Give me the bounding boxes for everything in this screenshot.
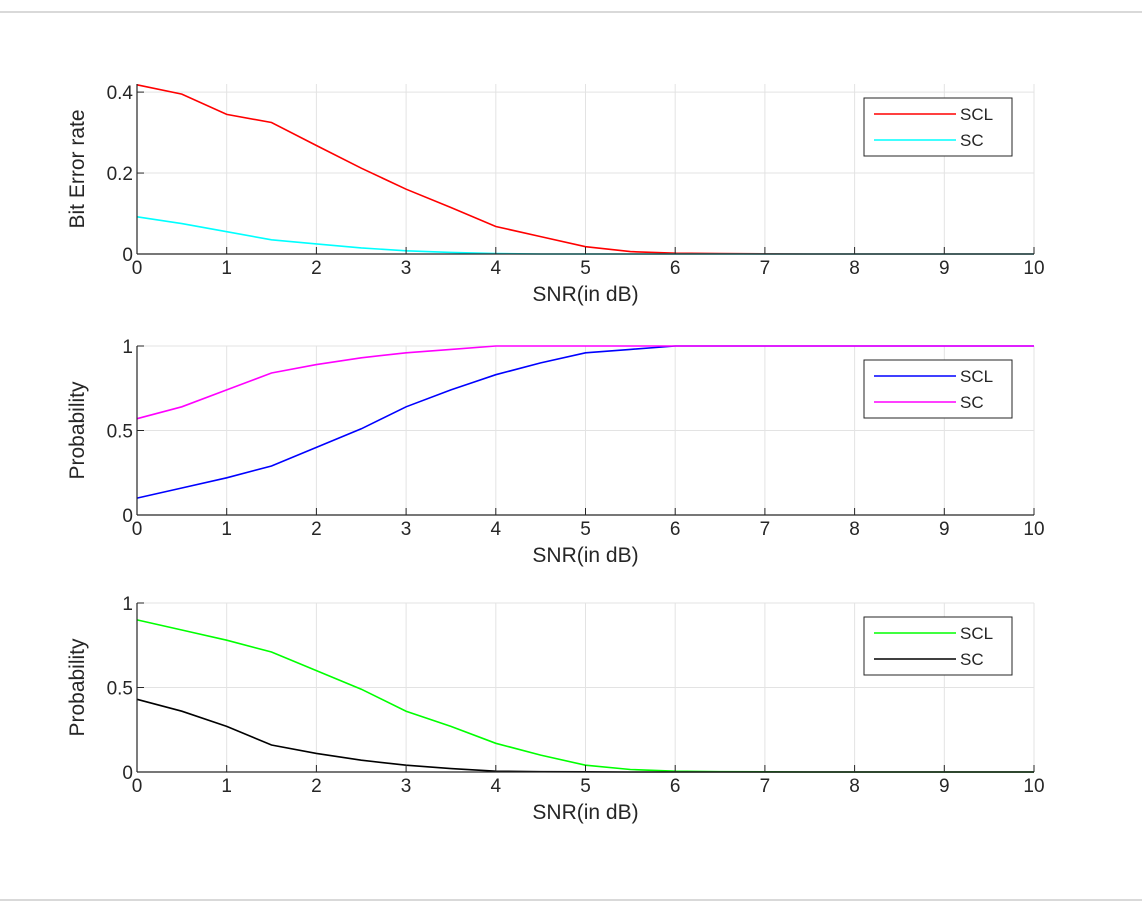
x-tick-label: 8 [849, 258, 860, 279]
x-tick-label: 0 [132, 258, 143, 279]
x-tick-label: 3 [401, 519, 412, 540]
x-tick-label: 3 [401, 258, 412, 279]
legend: SCL SC [863, 616, 1013, 676]
series-line-sc [136, 345, 1034, 420]
y-axis-label: Bit Error rate [66, 109, 89, 228]
x-tick-label: 4 [491, 776, 502, 797]
x-tick-label: 9 [939, 776, 950, 797]
y-tick-label: 0 [122, 245, 133, 266]
x-tick-label: 0 [132, 776, 143, 797]
x-tick-label: 9 [939, 519, 950, 540]
x-tick-label: 6 [670, 776, 681, 797]
x-tick-label: 10 [1023, 776, 1044, 797]
y-tick-label: 0.5 [107, 679, 133, 700]
x-tick-label: 3 [401, 776, 412, 797]
x-tick-label: 7 [760, 776, 771, 797]
x-tick-label: 10 [1023, 258, 1044, 279]
legend: SCL SC [863, 359, 1013, 419]
x-tick-label: 5 [580, 776, 591, 797]
x-tick-label: 5 [580, 258, 591, 279]
legend-box [863, 616, 1013, 676]
y-tick-label: 0 [122, 763, 133, 784]
legend-label-scl: SCL [960, 624, 993, 643]
x-tick-label: 0 [132, 519, 143, 540]
x-tick-label: 2 [311, 258, 322, 279]
x-tick-label: 2 [311, 776, 322, 797]
legend-label-scl: SCL [960, 367, 993, 386]
legend-box [863, 97, 1013, 157]
legend-label-scl: SCL [960, 105, 993, 124]
chart-3: 0 1 2 3 4 5 6 7 8 9 10 0 0.5 1 SNR(in dB) Probability SC… [66, 594, 1045, 824]
x-tick-label: 5 [580, 519, 591, 540]
x-tick-label: 4 [491, 519, 502, 540]
x-axis-label: SNR(in dB) [532, 544, 638, 567]
x-tick-label: 1 [221, 258, 232, 279]
x-axis-label: SNR(in dB) [532, 801, 638, 824]
x-tick-label: 8 [849, 776, 860, 797]
x-tick-label: 7 [760, 519, 771, 540]
legend-label-sc: SC [960, 131, 984, 150]
y-tick-label: 1 [122, 337, 133, 358]
legend-box [863, 359, 1013, 419]
y-tick-label: 0.4 [107, 83, 134, 104]
y-tick-label: 0.5 [107, 422, 133, 443]
x-tick-label: 8 [849, 519, 860, 540]
y-axis-label: Probability [66, 638, 89, 737]
legend-label-sc: SC [960, 650, 984, 669]
x-tick-label: 7 [760, 258, 771, 279]
y-axis-label: Probability [66, 381, 89, 480]
x-tick-label: 1 [221, 519, 232, 540]
chart-2: 0 1 2 3 4 5 6 7 8 9 10 0 0.5 1 SNR(in dB) Probability SC… [66, 337, 1045, 567]
legend: SCL SC [863, 97, 1013, 157]
y-tick-label: 0 [122, 506, 133, 527]
x-tick-label: 2 [311, 519, 322, 540]
x-axis-label: SNR(in dB) [532, 283, 638, 306]
legend-label-sc: SC [960, 393, 984, 412]
x-tick-label: 6 [670, 519, 681, 540]
y-tick-label: 1 [122, 594, 133, 615]
x-tick-label: 4 [491, 258, 502, 279]
x-tick-label: 9 [939, 258, 950, 279]
x-tick-label: 6 [670, 258, 681, 279]
x-tick-label: 10 [1023, 519, 1044, 540]
chart-1: 0 1 2 3 4 5 6 7 8 9 10 0 0.2 0.4 SNR(in dB) Bit Error r… [66, 83, 1045, 306]
x-tick-label: 1 [221, 776, 232, 797]
y-tick-label: 0.2 [107, 164, 133, 185]
